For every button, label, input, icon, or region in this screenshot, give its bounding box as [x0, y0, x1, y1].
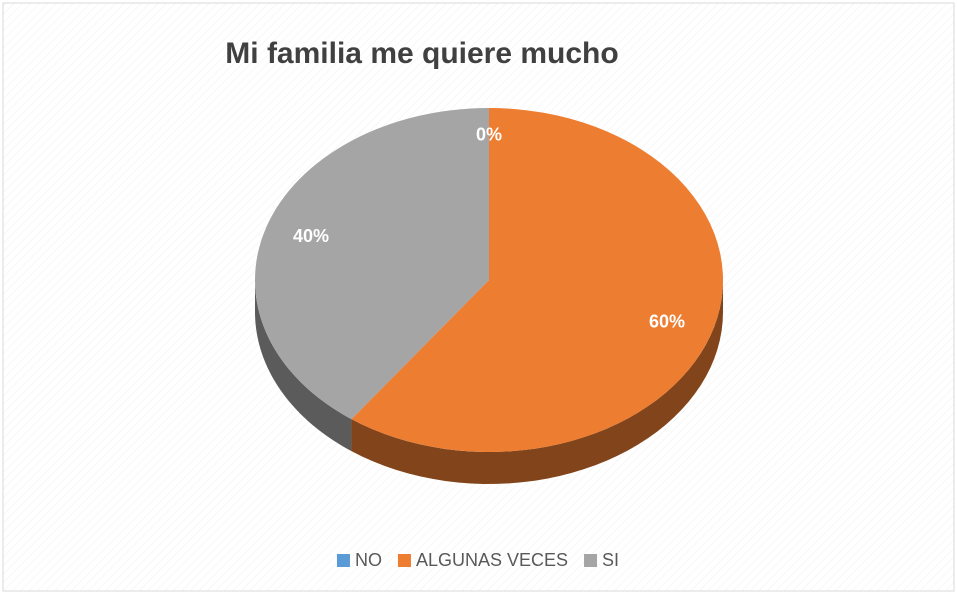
- legend-label: SI: [602, 550, 619, 570]
- data-label: 0%: [476, 124, 502, 144]
- legend-label: NO: [355, 550, 382, 570]
- data-label: 60%: [649, 311, 685, 331]
- chart-title: Mi familia me quiere mucho: [225, 37, 618, 70]
- data-label: 40%: [293, 226, 329, 246]
- slice-side: [255, 280, 352, 452]
- legend-label: ALGUNAS VECES: [416, 550, 568, 570]
- legend-swatch: [397, 554, 411, 567]
- slice: [351, 108, 724, 453]
- legend-swatch: [584, 554, 598, 567]
- legend-swatch: [336, 554, 350, 567]
- slice-side: [351, 280, 723, 484]
- slice: [255, 108, 489, 420]
